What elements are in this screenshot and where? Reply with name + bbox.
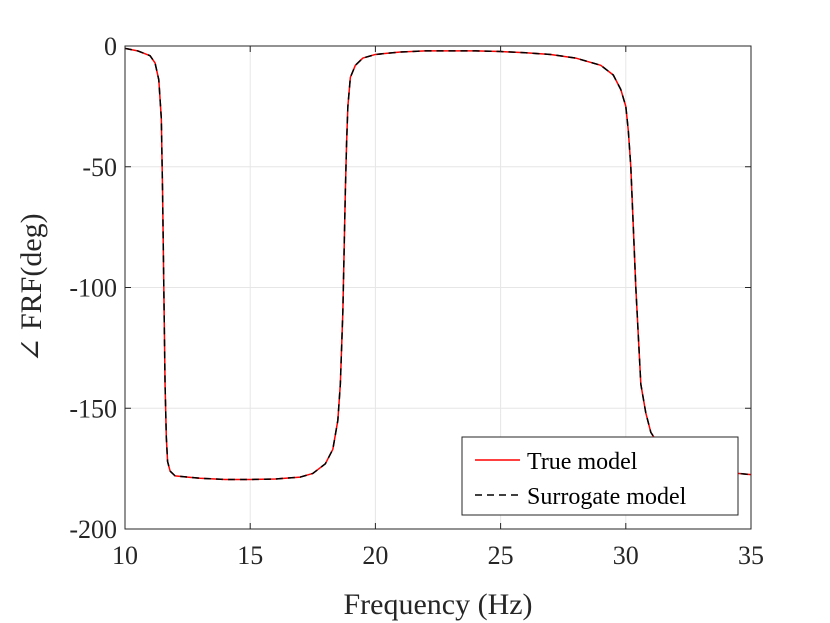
x-axis-label: Frequency (Hz): [343, 588, 532, 621]
x-tick-label: 15: [237, 541, 263, 570]
x-tick-label: 20: [362, 541, 388, 570]
x-tick-label: 35: [738, 541, 764, 570]
x-tick-label: 10: [112, 541, 138, 570]
y-tick-labels: 0 -50 -100 -150 -200: [69, 32, 117, 544]
tick-marks: [124, 45, 752, 530]
y-tick-label: -150: [69, 394, 117, 423]
y-tick-label: -200: [69, 515, 117, 544]
series-surrogate-model-line: [125, 47, 751, 481]
legend-true-model-label: True model: [527, 449, 638, 475]
y-tick-label: -100: [69, 274, 117, 303]
x-tick-labels: 10 15 20 25 30 35: [112, 541, 764, 570]
x-tick-label: 25: [488, 541, 514, 570]
legend: True model Surrogate model: [461, 436, 739, 516]
y-axis-label: ∠ FRF(deg): [15, 213, 48, 362]
y-tick-label: 0: [104, 32, 117, 61]
series-layer: [125, 47, 751, 481]
x-tick-label: 30: [613, 541, 639, 570]
legend-surrogate-model-label: Surrogate model: [527, 484, 687, 510]
y-tick-label: -50: [82, 153, 117, 182]
legend-box: [461, 436, 739, 516]
